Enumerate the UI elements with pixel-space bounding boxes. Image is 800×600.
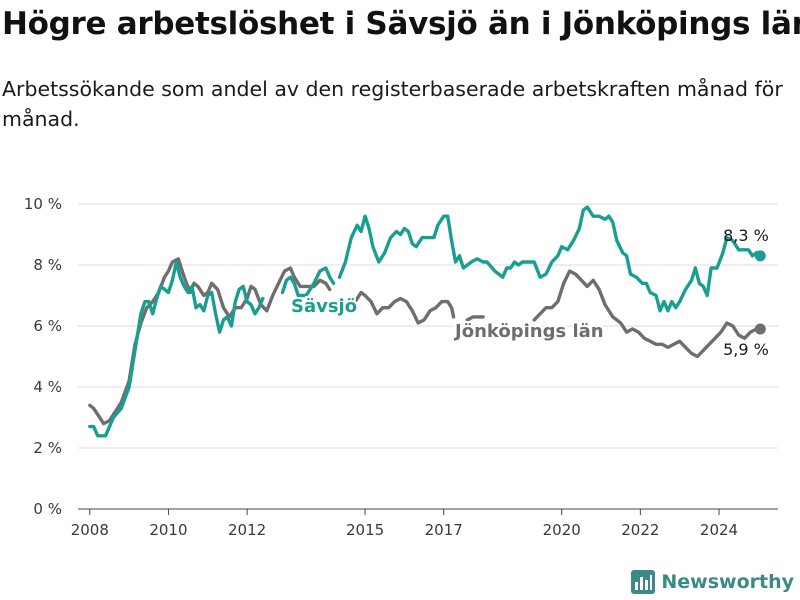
chart-title: Högre arbetslöshet i Sävsjö än i Jönköpi… <box>2 6 800 42</box>
gridlines <box>78 203 778 449</box>
x-tick-label: 2015 <box>346 521 384 539</box>
x-tick-label: 2022 <box>621 521 659 539</box>
x-tick-label: 2012 <box>228 521 266 539</box>
bar-chart-icon <box>631 570 656 594</box>
y-tick-label: 10 % <box>24 195 62 213</box>
end-value-label-savsjo: 8,3 % <box>723 226 769 245</box>
brand-logo: Newsworthy <box>631 568 794 596</box>
series-labels: Sävsjö Jönköpings län 8,3 % 5,9 % <box>289 226 769 359</box>
y-tick-label: 2 % <box>33 439 62 457</box>
y-tick-label: 8 % <box>33 256 62 274</box>
jonkopings-lan-end-point <box>754 323 766 335</box>
jonkopings-lan-line <box>88 257 762 426</box>
savsjo-line <box>88 205 762 438</box>
x-tick-label: 2024 <box>700 521 738 539</box>
x-tick-label: 2017 <box>425 521 463 539</box>
y-tick-label: 6 % <box>33 317 62 335</box>
y-tick-label: 0 % <box>33 500 62 518</box>
savsjo-end-point <box>754 250 766 262</box>
end-value-label-lan: 5,9 % <box>723 340 769 359</box>
y-tick-label: 4 % <box>33 378 62 396</box>
series-label-lan: Jönköpings län <box>453 321 604 342</box>
x-tick-label: 2008 <box>71 521 109 539</box>
chart-subtitle: Arbetssökande som andel av den registerb… <box>2 77 783 131</box>
series-label-savsjo: Sävsjö <box>291 296 357 317</box>
x-tick-label: 2010 <box>149 521 187 539</box>
axes: 0 % 2 % 4 % 6 % 8 % 10 % 2008 2010 2012 2015 2017 2… <box>24 195 778 539</box>
series-lines <box>88 205 766 438</box>
x-tick-label: 2020 <box>543 521 581 539</box>
brand-name: Newsworthy <box>661 571 794 593</box>
